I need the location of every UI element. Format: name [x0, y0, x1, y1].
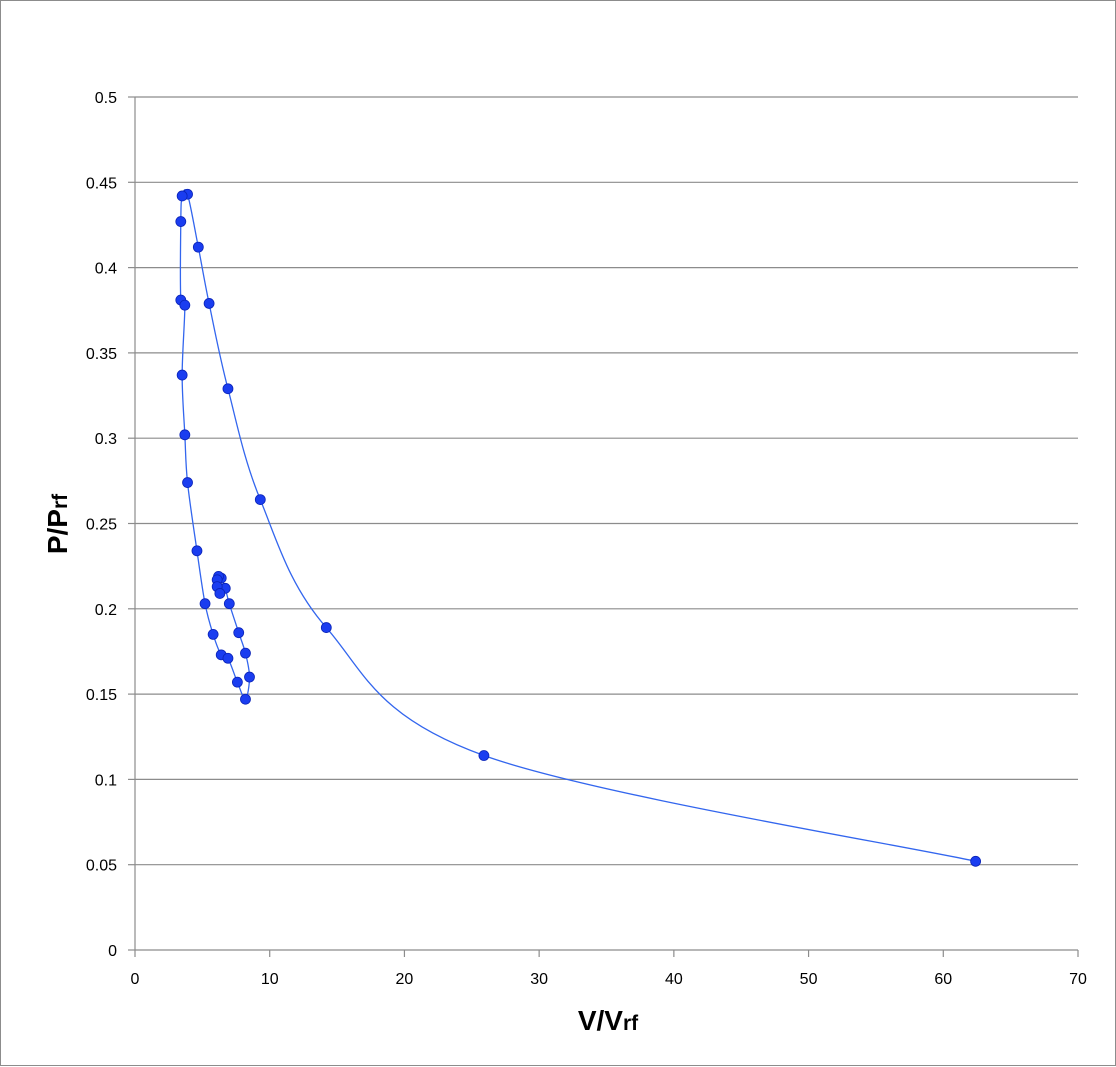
x-axis-title: V/Vrf	[578, 1005, 639, 1036]
x-tick-label: 60	[934, 971, 952, 988]
data-point	[231, 676, 243, 688]
data-point	[176, 190, 188, 202]
data-point	[222, 383, 234, 395]
y-axis-title: P/Prf	[42, 493, 73, 554]
data-point	[199, 598, 211, 610]
data-point	[254, 494, 266, 506]
y-axis-title-sub: rf	[49, 493, 72, 509]
data-point	[233, 627, 245, 639]
x-tick-label: 50	[800, 971, 818, 988]
y-tick-label: 0.35	[86, 346, 117, 363]
data-point	[182, 477, 193, 488]
data-point	[222, 652, 234, 664]
y-tick-label: 0.15	[86, 687, 117, 704]
x-tick-label: 20	[396, 971, 414, 988]
y-axis-title-main: P/P	[42, 509, 73, 554]
x-tick-label: 70	[1069, 971, 1087, 988]
y-tick-label: 0	[108, 943, 117, 960]
data-point	[179, 429, 191, 441]
data-point	[240, 647, 251, 659]
data-point	[223, 598, 235, 610]
series	[175, 188, 982, 867]
tick-labels: 0 0.05 0.1 0.15 0.2 0.25 0.3 0.35 0.4 0.45 0.5 0 10 2…	[86, 90, 1087, 988]
data-point	[214, 588, 226, 599]
data-point	[175, 216, 187, 227]
y-tick-label: 0.05	[86, 858, 117, 875]
data-point	[320, 622, 332, 633]
x-tick-label: 10	[261, 971, 279, 988]
data-point	[240, 693, 251, 705]
x-tick-label: 30	[530, 971, 548, 988]
y-tick-label: 0.4	[95, 261, 117, 278]
data-point	[192, 241, 204, 253]
data-point	[970, 855, 982, 867]
axes	[128, 96, 1079, 957]
gridlines	[135, 96, 1078, 866]
y-tick-label: 0.25	[86, 517, 117, 534]
data-point	[478, 750, 490, 761]
y-tick-label: 0.3	[95, 431, 117, 448]
y-tick-label: 0.45	[86, 175, 117, 192]
data-point	[176, 369, 188, 381]
data-point	[191, 545, 203, 557]
x-axis-title-main: V/V	[578, 1005, 623, 1036]
y-tick-label: 0.2	[95, 602, 117, 619]
data-point	[244, 671, 255, 683]
data-point	[203, 298, 215, 309]
data-point	[179, 299, 191, 311]
x-tick-label: 40	[665, 971, 683, 988]
x-tick-label: 0	[131, 971, 140, 988]
y-tick-label: 0.5	[95, 90, 117, 107]
data-point	[207, 628, 219, 640]
x-axis-title-sub: rf	[623, 1012, 639, 1035]
series-line	[179, 189, 976, 862]
y-tick-label: 0.1	[95, 772, 117, 789]
